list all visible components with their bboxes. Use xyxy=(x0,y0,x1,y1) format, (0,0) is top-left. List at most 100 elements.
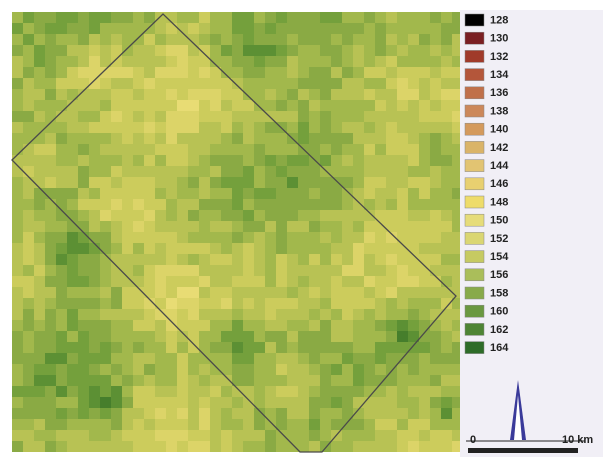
raster-cell xyxy=(320,331,331,342)
raster-cell xyxy=(419,265,430,276)
raster-cell xyxy=(430,177,441,188)
raster-cell xyxy=(364,309,375,320)
raster-cell xyxy=(287,155,298,166)
raster-cell xyxy=(188,353,199,364)
raster-cell xyxy=(155,342,166,353)
raster-cell xyxy=(45,397,56,408)
raster-cell xyxy=(452,232,460,243)
raster-cell xyxy=(298,276,309,287)
raster-cell xyxy=(67,243,78,254)
raster-cell xyxy=(298,254,309,265)
raster-cell xyxy=(133,265,144,276)
raster-cell xyxy=(375,100,386,111)
raster-cell xyxy=(133,12,144,23)
raster-cell xyxy=(155,34,166,45)
raster-cell xyxy=(89,408,100,419)
raster-cell xyxy=(23,100,34,111)
raster-cell xyxy=(276,177,287,188)
raster-cell xyxy=(177,100,188,111)
raster-cell xyxy=(232,430,243,441)
legend-swatch xyxy=(465,305,484,317)
raster-cell xyxy=(342,78,353,89)
raster-cell xyxy=(34,188,45,199)
raster-cell xyxy=(100,210,111,221)
raster-cell xyxy=(353,122,364,133)
raster-cell xyxy=(254,23,265,34)
raster-cell xyxy=(232,254,243,265)
raster-cell xyxy=(408,353,419,364)
raster-cell xyxy=(133,133,144,144)
raster-cell xyxy=(452,441,460,452)
raster-cell xyxy=(232,243,243,254)
raster-cell xyxy=(100,298,111,309)
raster-cell xyxy=(89,133,100,144)
raster-cell xyxy=(199,177,210,188)
raster-cell xyxy=(419,133,430,144)
raster-cell xyxy=(188,100,199,111)
raster-cell xyxy=(122,320,133,331)
raster-cell xyxy=(199,166,210,177)
raster-cell xyxy=(419,287,430,298)
raster-cell xyxy=(67,397,78,408)
raster-cell xyxy=(23,342,34,353)
raster-cell xyxy=(375,199,386,210)
raster-cell xyxy=(408,177,419,188)
raster-cell xyxy=(353,364,364,375)
raster-cell xyxy=(111,111,122,122)
raster-cell xyxy=(287,89,298,100)
raster-cell xyxy=(177,199,188,210)
raster-cell xyxy=(430,287,441,298)
raster-cell xyxy=(254,100,265,111)
raster-cell xyxy=(122,56,133,67)
raster-cell xyxy=(67,210,78,221)
raster-cell xyxy=(188,12,199,23)
raster-cell xyxy=(397,111,408,122)
raster-cell xyxy=(12,78,23,89)
raster-cell xyxy=(89,232,100,243)
raster-cell xyxy=(342,309,353,320)
raster-cell xyxy=(34,331,45,342)
raster-cell xyxy=(364,34,375,45)
raster-cell xyxy=(12,188,23,199)
raster-cell xyxy=(309,375,320,386)
raster-cell xyxy=(353,166,364,177)
raster-cell xyxy=(430,166,441,177)
raster-cell xyxy=(331,89,342,100)
raster-cell xyxy=(342,243,353,254)
raster-cell xyxy=(232,210,243,221)
raster-cell xyxy=(287,276,298,287)
raster-cell xyxy=(133,111,144,122)
raster-cell xyxy=(364,188,375,199)
raster-cell xyxy=(353,353,364,364)
raster-cell xyxy=(287,188,298,199)
raster-cell xyxy=(243,397,254,408)
raster-cell xyxy=(188,243,199,254)
raster-cell xyxy=(45,210,56,221)
raster-cell xyxy=(210,155,221,166)
raster-cell xyxy=(45,430,56,441)
raster-cell xyxy=(89,89,100,100)
raster-cell xyxy=(166,122,177,133)
raster-cell xyxy=(342,56,353,67)
legend-swatch xyxy=(465,342,484,354)
raster-cell xyxy=(452,56,460,67)
raster-cell xyxy=(441,34,452,45)
raster-cell xyxy=(276,67,287,78)
raster-cell xyxy=(210,408,221,419)
raster-cell xyxy=(408,199,419,210)
raster-cell xyxy=(23,177,34,188)
raster-cell xyxy=(441,441,452,452)
raster-cell xyxy=(298,34,309,45)
raster-cell xyxy=(386,419,397,430)
raster-cell xyxy=(353,100,364,111)
raster-cell xyxy=(309,287,320,298)
raster-cell xyxy=(386,34,397,45)
raster-cell xyxy=(232,419,243,430)
raster-cell xyxy=(375,122,386,133)
raster-cell xyxy=(210,45,221,56)
raster-cell xyxy=(221,122,232,133)
raster-cell xyxy=(364,100,375,111)
raster-cell xyxy=(331,309,342,320)
raster-cell xyxy=(243,166,254,177)
raster-cell xyxy=(430,221,441,232)
